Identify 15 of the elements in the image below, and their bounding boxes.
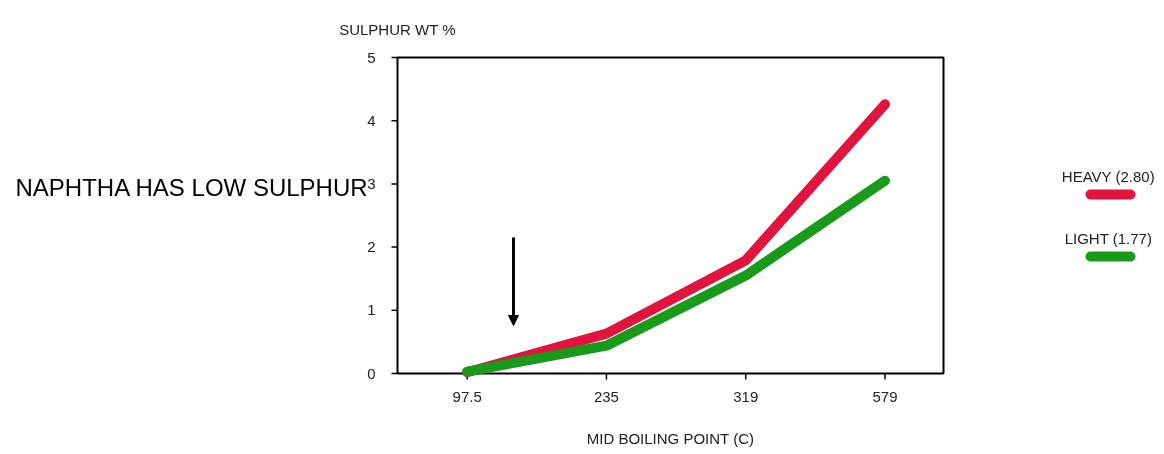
y-axis-title: SULPHUR WT % [339,20,456,38]
text: NAPHTHA HAS LOW SULPHUR [15,174,368,201]
y-tick-label: 2 [367,238,376,256]
x-tick-label: 319 [733,387,759,405]
text: LIGHT (1.77) [1064,229,1152,247]
y-tick-label: 5 [367,48,376,66]
y-tick-label: 3 [367,174,376,192]
x-tick-label: 97.5 [452,387,482,405]
x-tick-label: 235 [593,387,619,405]
y-tick-label: 1 [367,301,376,319]
text: HEAVY (2.80) [1061,167,1155,185]
x-axis-title: MID BOILING POINT (C) [586,429,754,447]
y-tick-label: 0 [367,364,376,382]
x-tick-label: 579 [872,387,898,405]
y-tick-label: 4 [367,111,376,129]
